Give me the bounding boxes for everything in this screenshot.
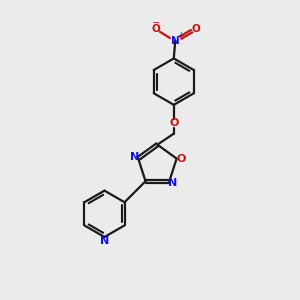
Text: O: O	[191, 24, 200, 34]
Text: O: O	[151, 24, 160, 34]
Text: O: O	[176, 154, 186, 164]
Text: O: O	[169, 118, 178, 128]
Text: −: −	[152, 18, 160, 28]
Text: N: N	[100, 236, 109, 246]
Text: N: N	[171, 36, 180, 46]
Text: N: N	[130, 152, 139, 162]
Text: N: N	[168, 178, 178, 188]
Text: +: +	[177, 31, 184, 40]
